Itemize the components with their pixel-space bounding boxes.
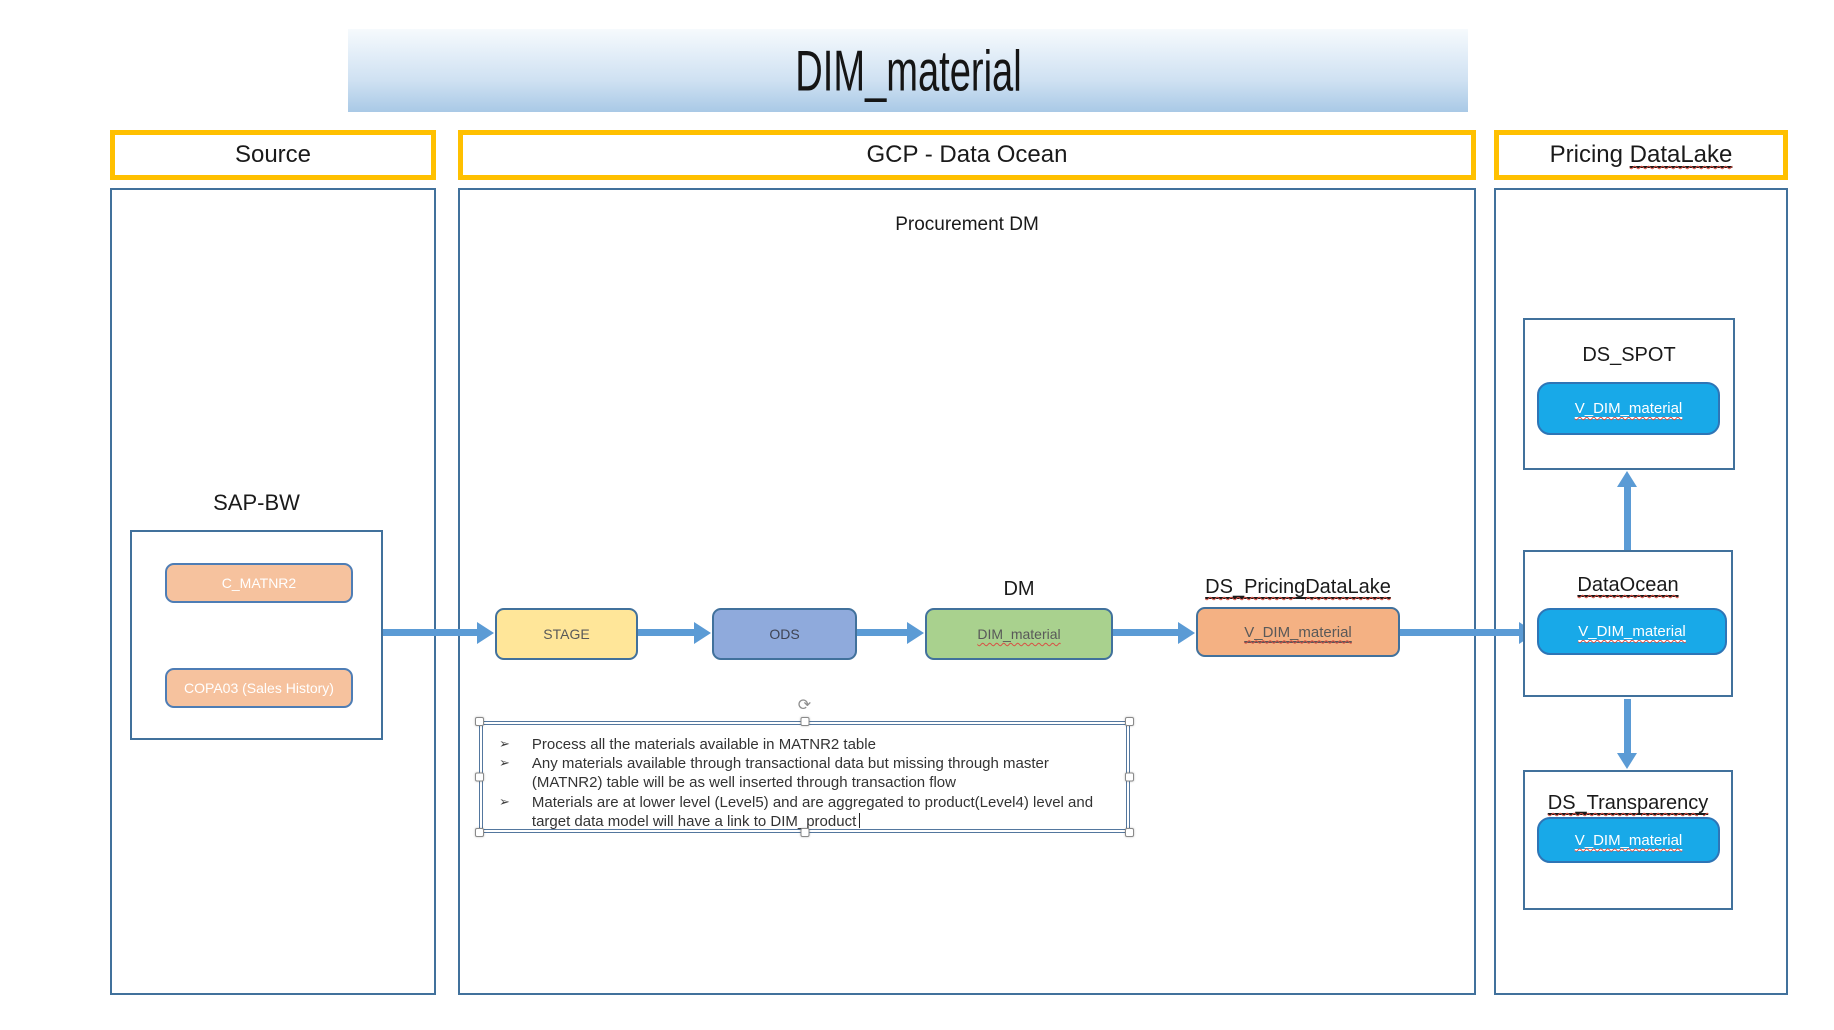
spot-view-label: V_DIM_material bbox=[1574, 400, 1683, 417]
text-cursor bbox=[859, 812, 861, 828]
bullet-icon: ➢ bbox=[499, 736, 510, 751]
connector-arrow-down-icon[interactable] bbox=[1617, 699, 1637, 769]
selection-handle[interactable] bbox=[475, 828, 484, 837]
dm-label: DM bbox=[1003, 578, 1035, 600]
pricing-header-label: Pricing DataLake bbox=[1549, 141, 1733, 168]
procurement-dm-label: Procurement DM bbox=[895, 214, 1039, 235]
ods-label: ODS bbox=[769, 626, 800, 642]
source-column-header[interactable]: Source bbox=[110, 130, 436, 180]
connector-arrow-right-icon[interactable] bbox=[638, 621, 711, 644]
gcp-column-body bbox=[458, 188, 1476, 995]
c-matnr2-label: C_MATNR2 bbox=[221, 575, 297, 591]
selection-handle[interactable] bbox=[1125, 828, 1134, 837]
dim-material-label: DIM_material bbox=[977, 626, 1061, 642]
copa03-label: COPA03 (Sales History) bbox=[184, 680, 334, 696]
stage-node[interactable]: STAGE bbox=[495, 608, 638, 660]
connector-arrow-right-icon[interactable] bbox=[1400, 621, 1536, 644]
selection-handle[interactable] bbox=[475, 717, 484, 726]
selection-handle[interactable] bbox=[800, 717, 809, 726]
note-text: Materials are at lower level (Level5) an… bbox=[531, 793, 1094, 830]
gcp-header-label: GCP - Data Ocean bbox=[866, 141, 1068, 168]
ds-spot-label: DS_SPOT bbox=[1582, 344, 1676, 366]
note-item: ➢ Process all the materials available in… bbox=[499, 735, 1112, 754]
selection-handle[interactable] bbox=[1125, 717, 1134, 726]
transparency-view-button[interactable]: V_DIM_material bbox=[1537, 817, 1720, 863]
ds-transparency-label: DS_Transparency bbox=[1547, 792, 1709, 814]
connector-arrow-right-icon[interactable] bbox=[1113, 621, 1195, 644]
dim-material-node[interactable]: DIM_material bbox=[925, 608, 1113, 660]
v-dim-material-node[interactable]: V_DIM_material bbox=[1196, 607, 1400, 657]
dataocean-view-label: V_DIM_material bbox=[1578, 623, 1686, 640]
transparency-view-label: V_DIM_material bbox=[1574, 831, 1683, 849]
selection-handle[interactable] bbox=[1125, 772, 1134, 782]
copa03-node[interactable]: COPA03 (Sales History) bbox=[165, 668, 353, 708]
bullet-icon: ➢ bbox=[499, 793, 510, 809]
note-text: Any materials available through transact… bbox=[531, 755, 1049, 792]
pricing-column-header[interactable]: Pricing DataLake bbox=[1494, 130, 1788, 180]
sap-bw-label: SAP-BW bbox=[213, 490, 300, 515]
spot-view-button[interactable]: V_DIM_material bbox=[1537, 382, 1720, 435]
v-dim-material-label: V_DIM_material bbox=[1244, 623, 1352, 641]
notes-textbox[interactable]: ⟳ ➢ Process all the materials available … bbox=[475, 698, 1134, 837]
bullet-icon: ➢ bbox=[499, 755, 510, 771]
ds-pricingdatalake-label: DS_PricingDataLake bbox=[1205, 576, 1391, 598]
stage-label: STAGE bbox=[543, 626, 590, 642]
ods-node[interactable]: ODS bbox=[712, 608, 857, 660]
selection-handle[interactable] bbox=[800, 828, 809, 837]
note-item: ➢ Any materials available through transa… bbox=[499, 754, 1112, 792]
connector-arrow-right-icon[interactable] bbox=[383, 621, 494, 644]
slide-title: DIM_material bbox=[794, 38, 1022, 103]
note-item: ➢ Materials are at lower level (Level5) … bbox=[499, 793, 1112, 831]
connector-arrow-right-icon[interactable] bbox=[857, 621, 924, 644]
selection-handle[interactable] bbox=[475, 772, 484, 782]
sap-bw-box[interactable] bbox=[130, 530, 383, 740]
note-text: Process all the materials available in M… bbox=[531, 736, 876, 753]
slide-title-banner: DIM_material bbox=[348, 29, 1468, 112]
c-matnr2-node[interactable]: C_MATNR2 bbox=[165, 563, 353, 603]
dataocean-view-button[interactable]: V_DIM_material bbox=[1537, 608, 1727, 655]
rotate-handle-icon[interactable]: ⟳ bbox=[797, 697, 812, 714]
dataocean-label: DataOcean bbox=[1577, 574, 1679, 596]
connector-arrow-up-icon[interactable] bbox=[1617, 471, 1637, 550]
source-header-label: Source bbox=[234, 141, 312, 168]
gcp-column-header[interactable]: GCP - Data Ocean bbox=[458, 130, 1476, 180]
